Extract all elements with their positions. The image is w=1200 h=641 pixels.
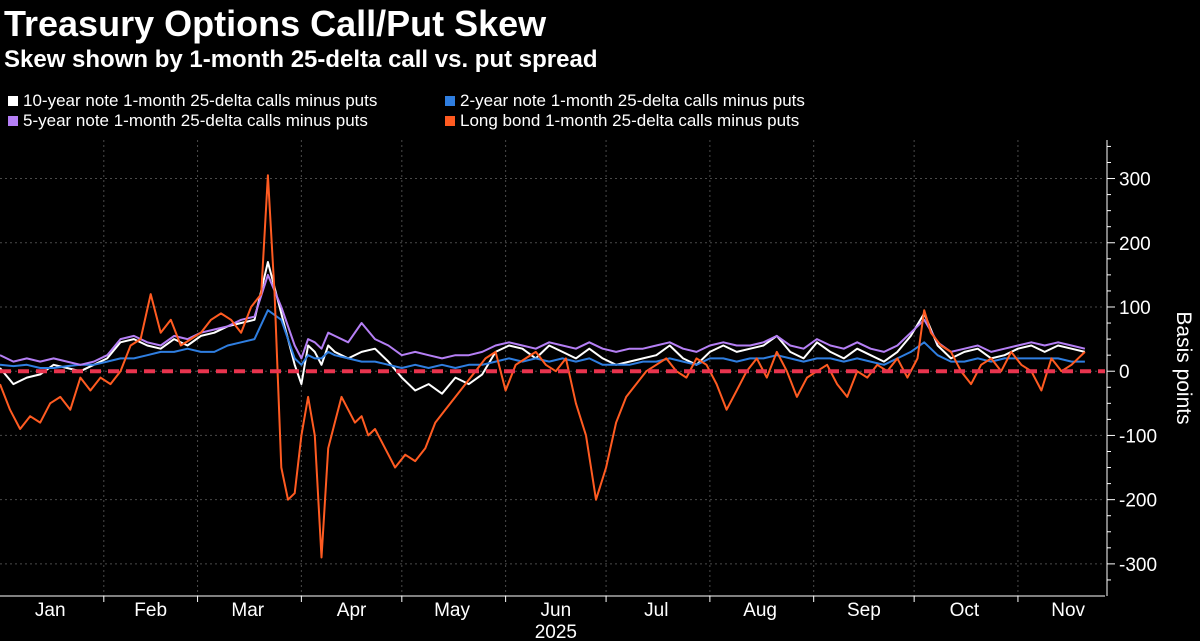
x-tick-label: Nov — [1051, 600, 1085, 621]
x-tick-label: Feb — [134, 600, 167, 621]
x-tick-label: May — [434, 600, 470, 621]
x-tick-label: Apr — [337, 600, 367, 621]
legend-item-long-bond: Long bond 1-month 25-delta calls minus p… — [445, 111, 799, 131]
chart-subtitle: Skew shown by 1-month 25-delta call vs. … — [4, 46, 598, 73]
y-tick-label: -300 — [1119, 555, 1157, 576]
legend-swatch-10-year — [8, 96, 18, 106]
y-tick-label: 300 — [1119, 170, 1151, 191]
y-tick-label: 100 — [1119, 298, 1151, 319]
y-tick-label: 0 — [1119, 362, 1130, 383]
y-tick-label: 200 — [1119, 234, 1151, 255]
chart-title: Treasury Options Call/Put Skew — [4, 3, 547, 44]
series-line-long-bond — [0, 174, 1086, 559]
x-axis-year-label: 2025 — [535, 622, 577, 641]
legend-swatch-2-year — [445, 96, 455, 106]
x-tick-label: Jun — [541, 600, 572, 621]
series-line-5-year — [0, 273, 1086, 366]
legend-label-2-year: 2-year note 1-month 25-delta calls minus… — [460, 91, 805, 110]
legend-item-5-year: 5-year note 1-month 25-delta calls minus… — [8, 111, 368, 131]
y-tick-label: -200 — [1119, 491, 1157, 512]
legend-swatch-long-bond — [445, 116, 455, 126]
legend-item-2-year: 2-year note 1-month 25-delta calls minus… — [445, 91, 805, 111]
x-tick-label: Aug — [743, 600, 777, 621]
legend-label-long-bond: Long bond 1-month 25-delta calls minus p… — [460, 111, 800, 130]
legend-item-10-year: 10-year note 1-month 25-delta calls minu… — [8, 91, 377, 111]
x-tick-label: Mar — [231, 600, 264, 621]
series-line-10-year — [0, 261, 1086, 395]
y-tick-label: -100 — [1119, 426, 1157, 447]
x-tick-label: Sep — [847, 600, 881, 621]
y-axis-title: Basis points — [1172, 311, 1195, 424]
x-tick-label: Jul — [644, 600, 668, 621]
x-tick-label: Jan — [35, 600, 66, 621]
x-tick-label: Oct — [950, 600, 980, 621]
legend-label-10-year: 10-year note 1-month 25-delta calls minu… — [23, 91, 378, 110]
legend-swatch-5-year — [8, 116, 18, 126]
chart-legend: 10-year note 1-month 25-delta calls minu… — [8, 91, 1108, 131]
legend-label-5-year: 5-year note 1-month 25-delta calls minus… — [23, 111, 368, 130]
